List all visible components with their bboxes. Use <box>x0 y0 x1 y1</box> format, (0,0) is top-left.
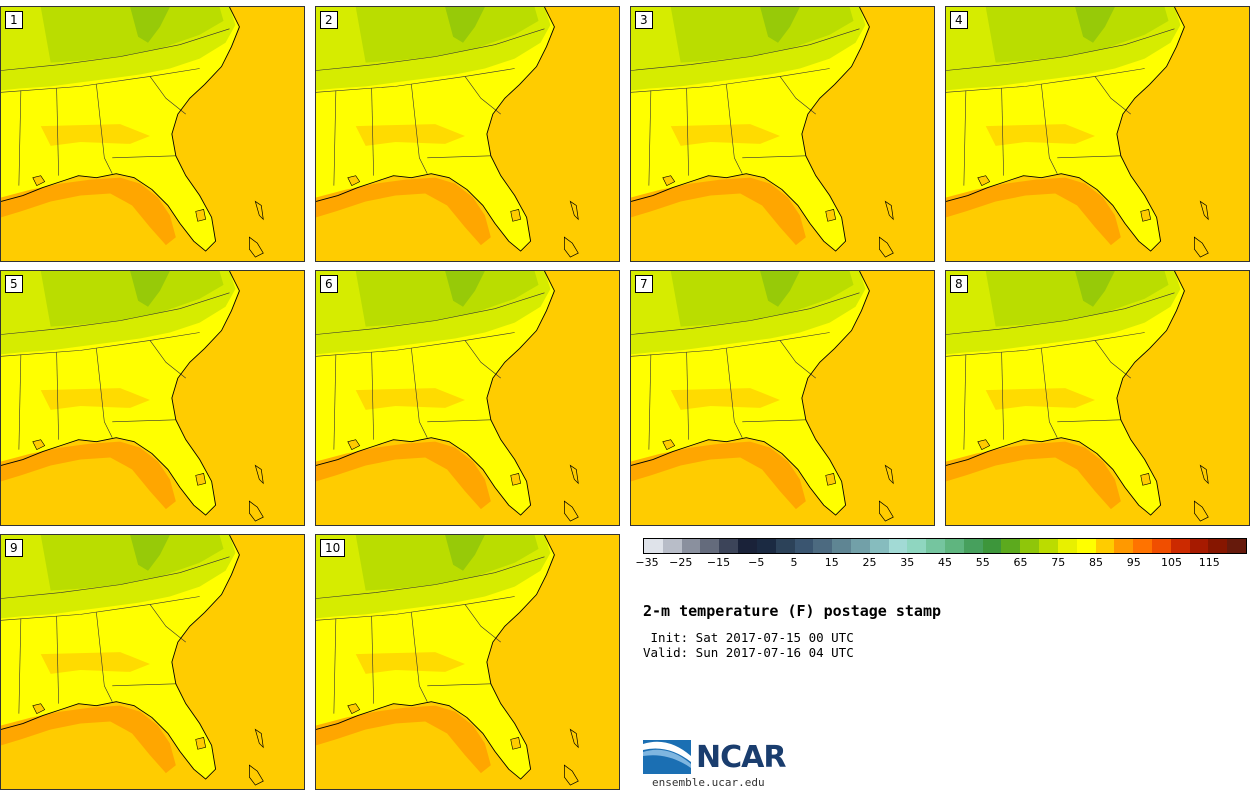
colorbar-bin <box>1170 539 1190 553</box>
init-time: Init: Sat 2017-07-15 00 UTC <box>643 630 854 645</box>
colorbar-bin <box>1208 539 1228 553</box>
colorbar-bin <box>869 539 889 553</box>
colorbar-bin <box>756 539 776 553</box>
colorbar-bin <box>888 539 908 553</box>
colorbar-tick-label: 75 <box>1051 556 1066 569</box>
colorbar-ticks: −35 −25 −15 −5 5 15 25 35 45 55 65 75 85 95 105 115 <box>635 556 1247 572</box>
valid-time: Valid: Sun 2017-07-16 04 UTC <box>643 645 854 660</box>
colorbar-tick-label: 95 <box>1126 556 1141 569</box>
map-panel-2: 2 <box>315 6 620 262</box>
panel-label: 1 <box>5 11 23 29</box>
colorbar-tick-label: −5 <box>748 556 765 569</box>
colorbar-bin <box>1133 539 1152 553</box>
panel-label: 6 <box>320 275 338 293</box>
colorbar-bin <box>850 539 870 553</box>
colorbar <box>643 538 1247 554</box>
map-panel-1: 1 <box>0 6 305 262</box>
colorbar-bin <box>1076 539 1096 553</box>
colorbar-bin <box>813 539 833 553</box>
colorbar-bin <box>963 539 983 553</box>
colorbar-bin <box>945 539 964 553</box>
colorbar-tick-label: −35 <box>635 556 659 569</box>
colorbar-tick-label: 5 <box>790 556 798 569</box>
colorbar-bin <box>907 539 927 553</box>
colorbar-tick-label: −15 <box>706 556 731 569</box>
colorbar-bin <box>1020 539 1040 553</box>
colorbar-bin <box>1114 539 1134 553</box>
colorbar-bin <box>775 539 795 553</box>
panel-label: 8 <box>950 275 968 293</box>
colorbar-tick-label: 105 <box>1161 556 1182 569</box>
logo-url: ensemble.ucar.edu <box>652 776 765 789</box>
colorbar-tick-label: 25 <box>862 556 877 569</box>
colorbar-bin <box>738 539 757 553</box>
colorbar-tick-label: −25 <box>669 556 693 569</box>
colorbar-bin <box>1001 539 1021 553</box>
map-panel-7: 7 <box>630 270 935 526</box>
colorbar-tick-label: 35 <box>900 556 915 569</box>
panel-label: 9 <box>5 539 23 557</box>
panel-label: 3 <box>635 11 653 29</box>
colorbar-bin <box>982 539 1002 553</box>
panel-label: 2 <box>320 11 338 29</box>
colorbar-bin <box>681 539 701 553</box>
colorbar-tick-label: 45 <box>938 556 952 569</box>
colorbar-bin <box>1095 539 1115 553</box>
colorbar-bin <box>832 539 851 553</box>
colorbar-bin <box>1151 539 1171 553</box>
colorbar-tick-label: 65 <box>1013 556 1028 569</box>
panel-label: 7 <box>635 275 653 293</box>
colorbar-bin <box>926 539 945 553</box>
colorbar-bin <box>644 539 663 553</box>
panel-label: 10 <box>320 539 346 557</box>
plot-title: 2-m temperature (F) postage stamp <box>643 602 942 620</box>
colorbar-bin <box>700 539 720 553</box>
panel-label: 5 <box>5 275 23 293</box>
ncar-logo-icon <box>643 740 691 774</box>
colorbar-tick-label: 55 <box>975 556 990 569</box>
colorbar-bin <box>1189 539 1209 553</box>
colorbar-tick-label: 85 <box>1089 556 1103 569</box>
map-panel-5: 5 <box>0 270 305 526</box>
panel-label: 4 <box>950 11 968 29</box>
colorbar-bin <box>1039 539 1058 553</box>
logo-text: NCAR <box>696 740 786 775</box>
colorbar-bin <box>719 539 739 553</box>
map-panel-8: 8 <box>945 270 1250 526</box>
map-panel-9: 9 <box>0 534 305 790</box>
colorbar-bin <box>794 539 814 553</box>
map-panel-6: 6 <box>315 270 620 526</box>
colorbar-bin <box>1227 539 1246 553</box>
map-panel-10: 10 <box>315 534 620 790</box>
colorbar-bin <box>1057 539 1077 553</box>
map-panel-4: 4 <box>945 6 1250 262</box>
colorbar-tick-label: 15 <box>824 556 839 569</box>
colorbar-bin <box>662 539 682 553</box>
colorbar-tick-label: 115 <box>1198 556 1220 569</box>
map-panel-3: 3 <box>630 6 935 262</box>
